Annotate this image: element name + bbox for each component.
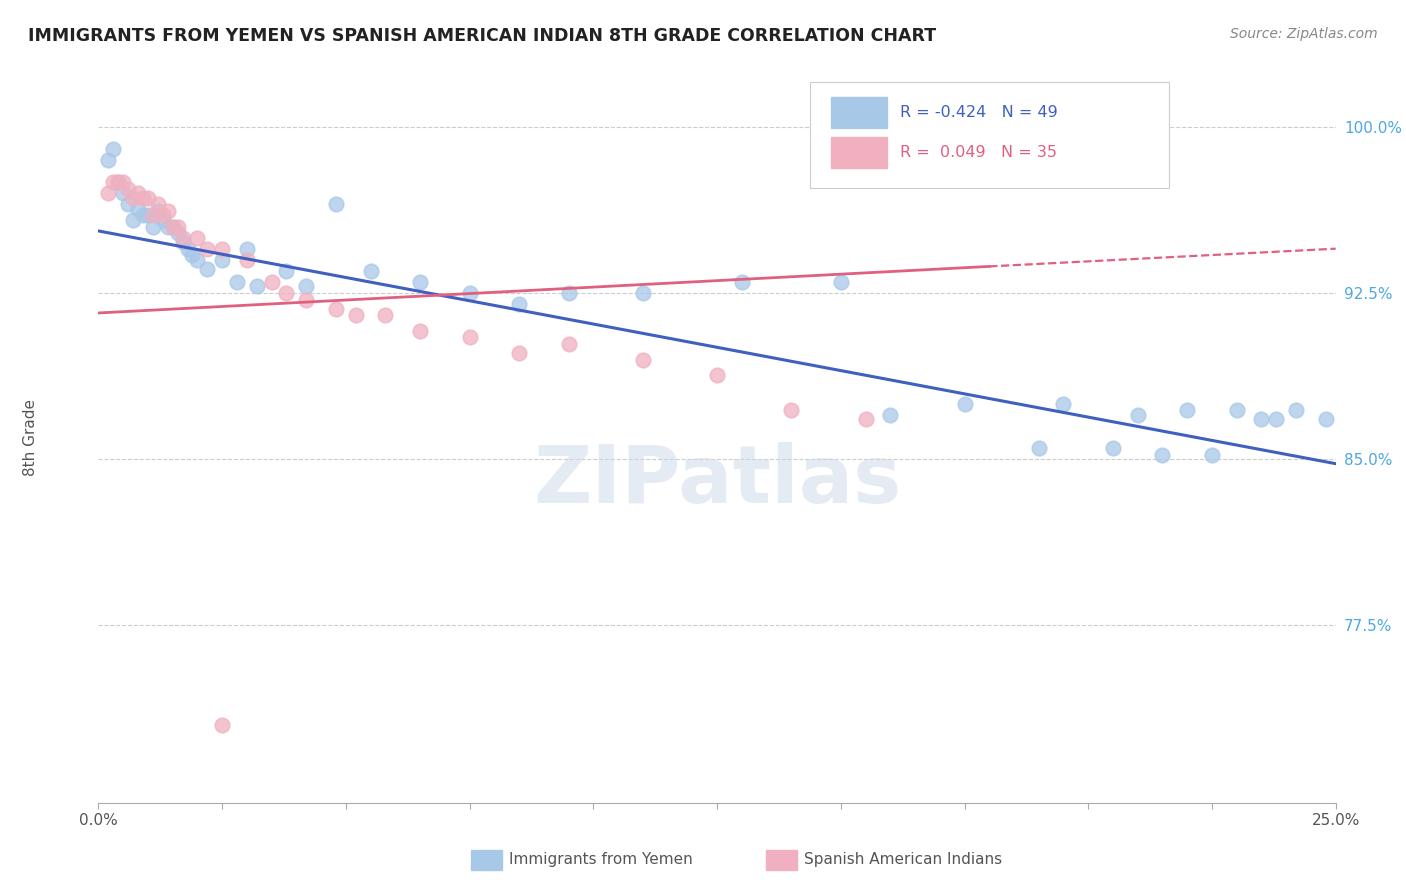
Point [706,368,728,382]
Point [855,412,877,426]
FancyBboxPatch shape [831,137,887,168]
Point [97,153,120,167]
Point [103,142,125,156]
Point [162,219,184,234]
Point [156,204,179,219]
Point [97,186,120,201]
Point [1102,441,1125,455]
Text: R =  0.049   N = 35: R = 0.049 N = 35 [900,145,1057,160]
Point [458,330,481,344]
Text: Immigrants from Yemen: Immigrants from Yemen [509,853,693,867]
Point [1175,403,1198,417]
Point [1226,403,1249,417]
Text: Source: ZipAtlas.com: Source: ZipAtlas.com [1230,27,1378,41]
Point [211,242,233,256]
Point [344,308,367,322]
Point [325,197,347,211]
Point [246,279,269,293]
Text: Spanish American Indians: Spanish American Indians [804,853,1002,867]
Point [136,209,159,223]
Point [162,219,184,234]
Point [409,324,432,338]
Point [152,212,174,227]
Point [156,219,179,234]
Point [226,275,249,289]
Point [557,337,579,351]
Point [142,219,165,234]
Point [112,175,135,189]
Point [1126,408,1149,422]
Point [295,293,318,307]
Point [172,235,194,249]
Point [172,230,194,244]
Point [1285,403,1308,417]
Point [136,191,159,205]
Point [236,252,259,267]
Point [374,308,396,322]
Point [146,204,169,219]
Point [195,261,218,276]
Text: IMMIGRANTS FROM YEMEN VS SPANISH AMERICAN INDIAN 8TH GRADE CORRELATION CHART: IMMIGRANTS FROM YEMEN VS SPANISH AMERICA… [28,27,936,45]
Point [1250,412,1272,426]
Point [631,285,654,300]
Point [107,175,129,189]
Point [146,197,169,211]
Point [117,197,139,211]
Point [409,275,432,289]
Point [1201,448,1223,462]
Point [176,242,198,256]
Point [731,275,754,289]
Point [181,248,204,262]
Point [132,209,155,223]
Point [276,264,298,278]
Point [166,219,188,234]
FancyBboxPatch shape [810,82,1168,188]
Point [631,352,654,367]
Point [236,242,259,256]
Point [295,279,318,293]
Point [953,397,976,411]
Point [508,297,530,311]
Point [166,226,188,240]
Point [186,230,208,244]
Point [879,408,901,422]
Text: R = -0.424   N = 49: R = -0.424 N = 49 [900,105,1057,120]
Point [1315,412,1337,426]
Point [112,186,135,201]
Point [360,264,382,278]
Point [142,209,165,223]
Text: 8th Grade: 8th Grade [22,399,38,475]
Point [557,285,579,300]
Point [830,275,852,289]
Point [1152,448,1174,462]
Text: ZIPatlas: ZIPatlas [533,442,901,520]
Point [132,191,155,205]
Point [276,285,298,300]
Point [1052,397,1074,411]
Point [152,209,174,223]
Point [103,175,125,189]
Point [211,252,233,267]
Point [117,182,139,196]
Point [508,346,530,360]
Point [780,403,803,417]
Point [325,301,347,316]
Point [122,212,145,227]
Point [127,202,149,216]
Point [195,242,218,256]
Point [186,252,208,267]
Point [1028,441,1050,455]
Point [127,186,149,201]
Point [260,275,283,289]
Point [458,285,481,300]
Point [122,191,145,205]
Point [1265,412,1288,426]
FancyBboxPatch shape [831,97,887,128]
Point [211,718,233,732]
Point [107,175,129,189]
